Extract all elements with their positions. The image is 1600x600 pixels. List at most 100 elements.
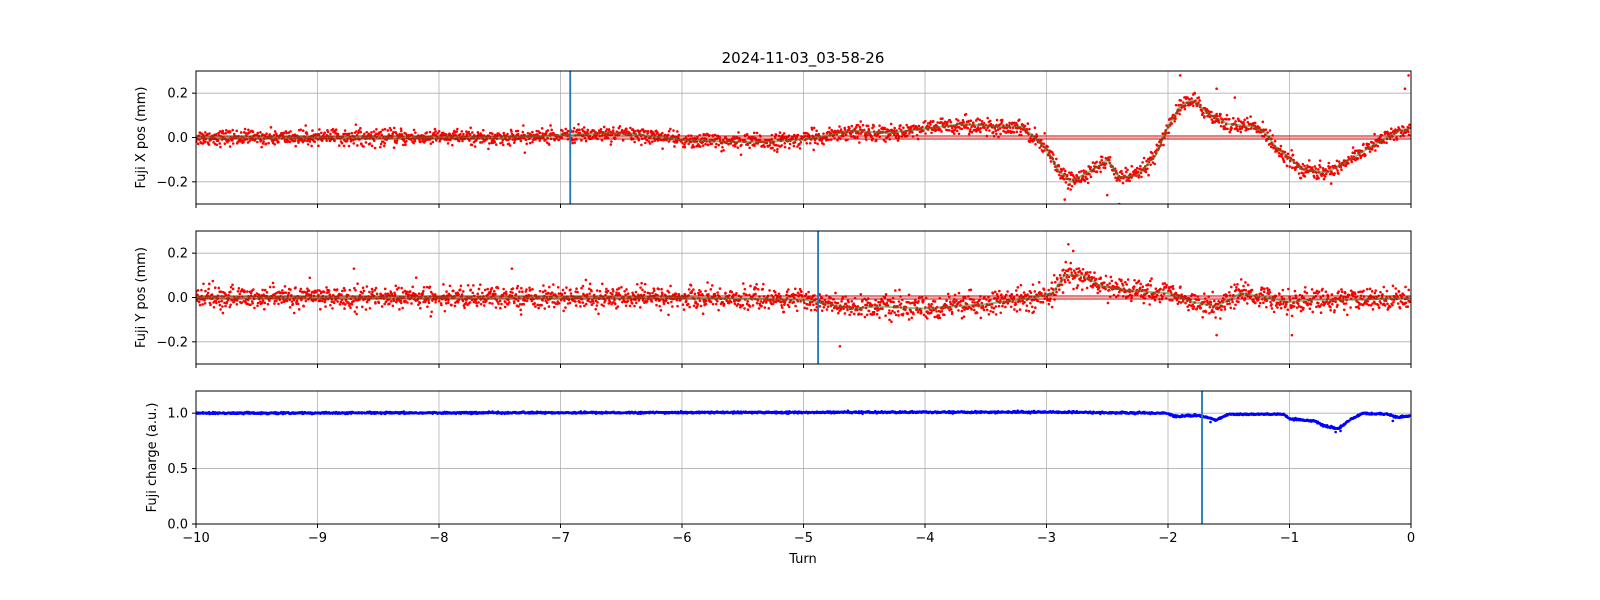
data-point (910, 301, 914, 305)
data-point (1385, 141, 1388, 144)
data-point (1096, 291, 1100, 295)
data-point (1193, 92, 1197, 95)
data-point (1025, 309, 1028, 312)
data-point (1285, 313, 1289, 316)
data-point (796, 145, 799, 148)
data-point (906, 312, 910, 315)
data-point (688, 305, 691, 309)
data-point (946, 292, 950, 296)
data-point (552, 305, 556, 309)
data-point (934, 128, 938, 132)
data-point (1147, 173, 1150, 177)
data-point (844, 302, 848, 306)
data-point (373, 288, 377, 292)
data-point (611, 129, 615, 132)
data-point (297, 308, 301, 311)
data-point (793, 141, 797, 144)
data-point (1286, 152, 1290, 156)
data-point (374, 286, 378, 290)
data-point (963, 295, 967, 299)
data-point (196, 293, 199, 296)
data-point (490, 286, 494, 290)
data-point (776, 147, 779, 151)
data-point (834, 291, 837, 295)
data-point (292, 311, 296, 315)
data-point (1174, 117, 1177, 121)
data-point (427, 299, 430, 302)
data-point (247, 128, 250, 132)
data-point (924, 119, 927, 123)
data-point (1062, 167, 1065, 171)
data-point (633, 140, 636, 144)
data-point (1129, 172, 1132, 176)
data-point (1318, 163, 1321, 167)
data-point (953, 301, 956, 304)
data-point (231, 142, 235, 145)
data-point (616, 305, 620, 308)
data-point (1297, 172, 1301, 175)
data-point (1034, 142, 1037, 146)
data-point (699, 304, 703, 308)
data-point (798, 142, 801, 146)
data-point (273, 302, 276, 305)
data-point (940, 310, 944, 313)
data-point (537, 306, 540, 310)
data-point (207, 287, 210, 291)
data-point (288, 140, 292, 144)
data-point (440, 303, 443, 307)
data-point (447, 298, 450, 302)
data-point (461, 299, 465, 303)
data-point (815, 129, 818, 133)
data-point (816, 142, 819, 146)
data-point (667, 130, 671, 133)
data-point (347, 132, 351, 136)
data-point (1229, 306, 1233, 310)
data-point (920, 311, 923, 315)
data-point (711, 302, 715, 306)
data-point (259, 131, 262, 134)
data-point (988, 129, 991, 132)
data-point (905, 123, 908, 127)
data-point (1186, 96, 1189, 99)
data-point (1100, 159, 1104, 162)
data-point (218, 142, 221, 145)
data-point (1081, 267, 1085, 271)
data-point (850, 299, 854, 303)
data-point (1226, 302, 1229, 306)
data-point (1221, 305, 1224, 308)
data-point (1108, 282, 1111, 285)
data-point (623, 300, 627, 304)
data-point (637, 299, 641, 302)
data-point (1215, 87, 1218, 91)
data-point (755, 301, 759, 305)
data-point (1235, 285, 1238, 289)
data-point (343, 303, 347, 306)
data-point (1258, 126, 1261, 129)
data-point (238, 292, 242, 296)
data-point (667, 313, 670, 317)
data-point (709, 300, 713, 304)
data-point (955, 117, 958, 121)
data-point (383, 302, 386, 306)
data-point (236, 289, 240, 293)
data-point (634, 301, 638, 305)
data-point (1244, 281, 1247, 284)
data-point (1315, 305, 1318, 309)
data-point (672, 129, 675, 132)
data-point (1268, 290, 1272, 294)
data-point (968, 130, 972, 133)
data-point (208, 132, 211, 135)
data-point (984, 305, 988, 308)
data-point (1386, 130, 1389, 134)
data-point (502, 287, 505, 291)
data-point (1246, 120, 1250, 124)
data-point (374, 132, 378, 136)
data-point (840, 300, 843, 303)
data-point (600, 138, 604, 142)
data-point (626, 299, 630, 303)
data-point (574, 290, 577, 293)
data-point (938, 316, 942, 320)
data-point (660, 131, 664, 135)
data-point (988, 119, 992, 123)
data-point (957, 309, 960, 312)
